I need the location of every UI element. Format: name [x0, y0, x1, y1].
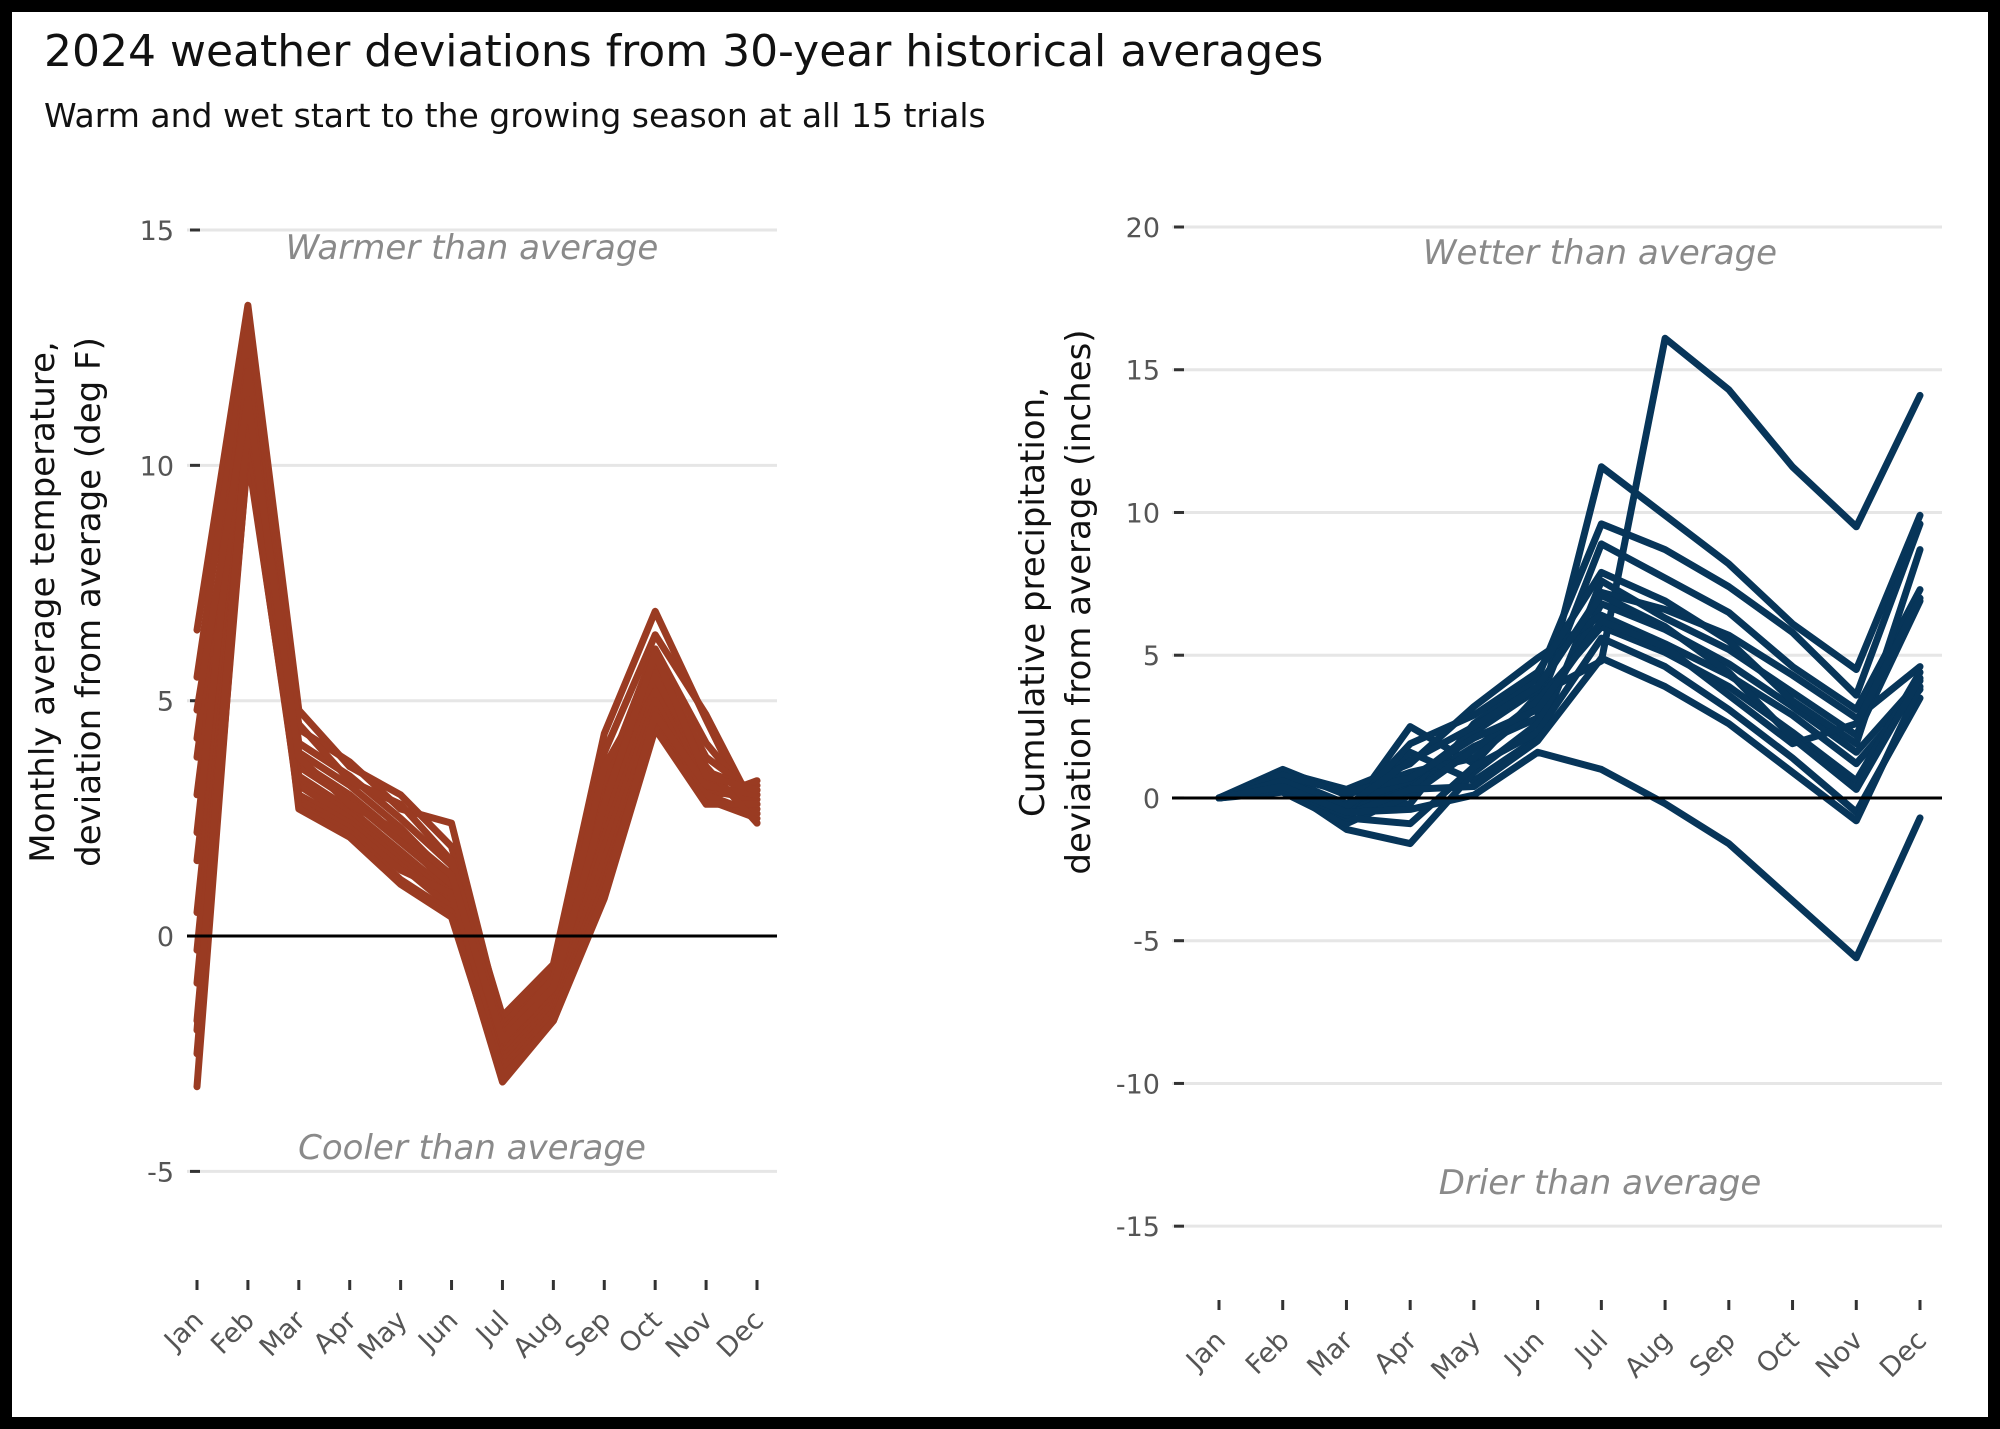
series-line — [193, 367, 761, 1081]
series-line — [1215, 748, 1924, 962]
x-tick-label: Jul — [1568, 1325, 1614, 1371]
x-tick-label: Jan — [157, 1305, 210, 1358]
y-tick-label: 15 — [1126, 356, 1160, 387]
x-tick-label: Jun — [1497, 1325, 1550, 1378]
y-tick-label: 10 — [1126, 498, 1160, 529]
x-tick-label: Oct — [613, 1305, 668, 1360]
x-tick-label: Dec — [711, 1305, 770, 1364]
annotation-bottom: Drier than average — [1439, 1163, 1762, 1203]
y-tick-label: 15 — [140, 216, 174, 247]
x-tick-label: Apr — [308, 1304, 364, 1360]
x-tick-label: Jun — [411, 1305, 464, 1358]
precipitation-panel: -15 -10 -5 0 5 10 15 20 Wetter than average Drier… — [1013, 213, 1942, 1386]
y-axis-title: Cumulative precipitation, — [1013, 387, 1053, 817]
y-tick-label: 10 — [140, 451, 174, 482]
y-tick-label: -10 — [1116, 1069, 1160, 1100]
series-line — [193, 396, 761, 1044]
x-tick-label: May — [1425, 1325, 1486, 1386]
y-tick-label: -15 — [1116, 1212, 1160, 1243]
x-tick-label: Feb — [1240, 1325, 1296, 1381]
y-tick-label: -5 — [1133, 927, 1160, 958]
y-tick-label: 5 — [157, 687, 174, 718]
x-tick-label: Sep — [559, 1305, 617, 1363]
x-tick-label: Nov — [660, 1305, 719, 1364]
chart-area: -5 0 5 10 15 Warmer than average Cooler than a… — [23, 213, 1942, 1386]
x-tick-label: Aug — [507, 1305, 566, 1364]
y-axis-title: deviation from average (inches) — [1059, 329, 1099, 874]
x-tick-label: Mar — [1301, 1324, 1360, 1383]
x-tick-label: Nov — [1810, 1325, 1869, 1384]
x-tick-label: Mar — [254, 1304, 313, 1363]
x-tick-label: May — [352, 1305, 413, 1366]
annotation-top: Wetter than average — [1423, 233, 1777, 273]
y-axis-title: Monthly average temperature, — [23, 341, 63, 862]
x-tick-label: Apr — [1368, 1324, 1424, 1380]
x-tick-label: Dec — [1874, 1325, 1933, 1384]
x-tick-label: Sep — [1684, 1325, 1742, 1383]
x-tick-label: Aug — [1619, 1325, 1678, 1384]
x-tick-label: Feb — [205, 1305, 261, 1361]
series-line — [1215, 334, 1924, 819]
y-axis-title: deviation from average (deg F) — [69, 337, 109, 867]
chart-title: 2024 weather deviations from 30-year his… — [44, 26, 1324, 77]
y-tick-label: 5 — [1143, 641, 1160, 672]
temperature-panel: -5 0 5 10 15 Warmer than average Cooler than a… — [23, 216, 777, 1366]
y-tick-label: 0 — [1143, 784, 1160, 815]
series-line — [1215, 591, 1924, 810]
x-tick-label: Jan — [1179, 1325, 1232, 1378]
y-tick-label: 0 — [157, 922, 174, 953]
annotation-bottom: Cooler than average — [298, 1128, 646, 1168]
x-tick-label: Oct — [1751, 1325, 1806, 1380]
chart-subtitle: Warm and wet start to the growing season… — [44, 96, 986, 135]
y-tick-label: 20 — [1126, 213, 1160, 244]
series-line — [1215, 594, 1924, 802]
chart-frame: 2024 weather deviations from 30-year his… — [12, 12, 1988, 1417]
y-tick-label: -5 — [147, 1157, 174, 1188]
annotation-top: Warmer than average — [286, 228, 659, 268]
